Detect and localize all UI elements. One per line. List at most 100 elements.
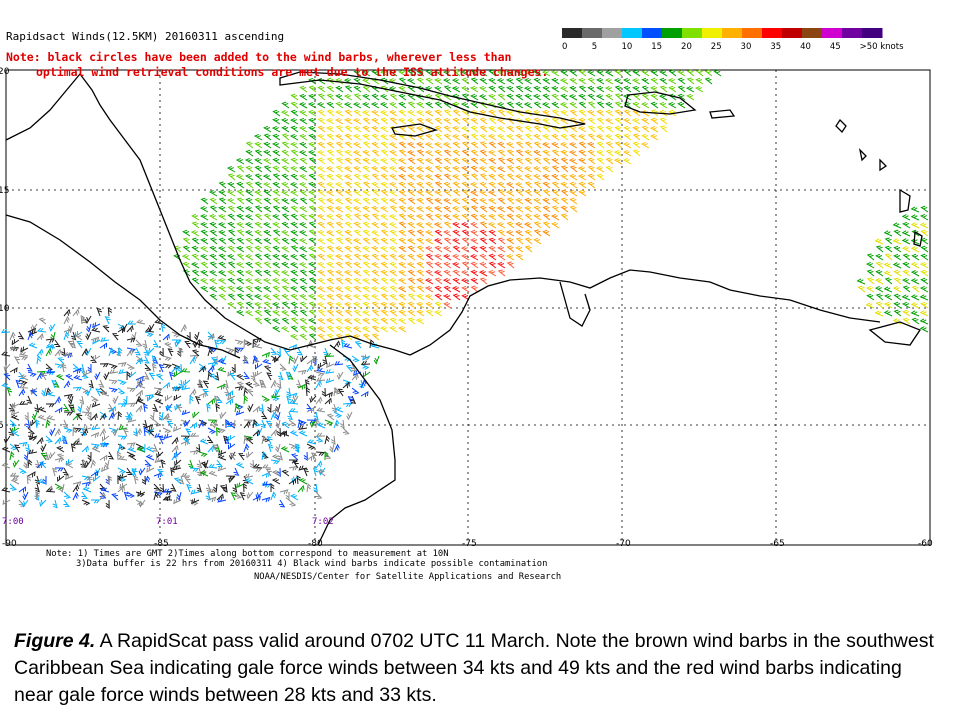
wind-barb xyxy=(236,213,245,221)
wind-barb xyxy=(6,387,13,397)
wind-barb xyxy=(252,495,261,502)
wind-barb xyxy=(362,117,371,125)
wind-barb xyxy=(238,453,245,461)
wind-barb xyxy=(48,451,56,460)
wind-barb xyxy=(389,133,398,141)
wind-barb xyxy=(443,293,452,301)
wind-barb xyxy=(313,483,318,493)
wind-barb xyxy=(254,189,263,197)
wind-barb xyxy=(208,488,218,493)
wind-barb xyxy=(515,221,524,229)
wind-barb xyxy=(389,205,398,213)
wind-barb xyxy=(117,403,127,408)
wind-barb xyxy=(236,197,245,205)
credit-line: NOAA/NESDIS/Center for Satellite Applica… xyxy=(254,572,561,582)
wind-barb xyxy=(34,459,41,469)
wind-barb xyxy=(389,117,398,125)
wind-barb xyxy=(191,245,200,253)
wind-barb xyxy=(263,141,272,149)
legend-label: 5 xyxy=(592,42,597,52)
wind-barb xyxy=(118,455,128,461)
wind-barb xyxy=(103,371,110,381)
wind-barb xyxy=(26,363,33,372)
wind-barb xyxy=(884,245,893,253)
wind-barb xyxy=(497,149,506,157)
wind-barb xyxy=(281,301,290,309)
wind-barb xyxy=(158,364,165,373)
wind-barb xyxy=(281,261,290,269)
wind-barb xyxy=(569,149,578,157)
wind-barb xyxy=(362,165,371,173)
wind-barb xyxy=(560,149,569,157)
wind-barb xyxy=(59,483,65,493)
wind-barb xyxy=(362,181,371,189)
wind-barb xyxy=(184,477,191,485)
wind-barb xyxy=(317,189,326,197)
wind-barb xyxy=(218,245,227,253)
wind-barb xyxy=(353,109,362,117)
wind-barb xyxy=(496,221,506,229)
wind-barb xyxy=(189,356,197,365)
wind-barb xyxy=(424,110,434,117)
wind-barb xyxy=(533,229,542,237)
wind-barb xyxy=(353,157,362,165)
wind-barb xyxy=(126,411,133,421)
wind-barb xyxy=(479,237,488,245)
wind-barb xyxy=(488,173,497,181)
wind-barb xyxy=(35,491,40,501)
wind-barb xyxy=(329,443,335,453)
wind-barb xyxy=(347,396,354,405)
wind-barb xyxy=(191,221,200,229)
wind-barb xyxy=(874,238,884,245)
wind-barb xyxy=(335,189,344,197)
wind-barb xyxy=(63,403,70,412)
wind-barb xyxy=(883,293,893,301)
wind-barb xyxy=(254,197,263,205)
wind-barb xyxy=(307,374,317,381)
wind-barb xyxy=(151,355,157,365)
wind-barb xyxy=(87,475,93,485)
wind-barb xyxy=(488,181,497,189)
wind-barb xyxy=(173,477,182,485)
wind-barb xyxy=(542,205,551,213)
wind-barb xyxy=(298,149,308,157)
wind-barb xyxy=(488,261,497,269)
wind-barb xyxy=(299,333,308,341)
wind-barb xyxy=(281,141,290,149)
wind-barb xyxy=(263,237,272,245)
wind-barb xyxy=(488,77,497,85)
wind-barb xyxy=(407,213,416,221)
wind-barb xyxy=(560,197,569,205)
wind-barb xyxy=(406,117,416,125)
wind-barb xyxy=(298,425,308,430)
wind-barb xyxy=(371,149,380,157)
wind-barb xyxy=(343,173,353,181)
wind-barb xyxy=(263,205,272,213)
wind-barb xyxy=(298,102,308,109)
wind-barb xyxy=(12,459,20,468)
wind-barb xyxy=(398,173,407,181)
wind-barb xyxy=(245,189,254,197)
wind-barb xyxy=(434,125,443,133)
wind-barb xyxy=(308,213,317,221)
wind-barb xyxy=(281,277,290,285)
wind-barb xyxy=(542,229,551,237)
wind-barb xyxy=(893,229,902,237)
wind-barb xyxy=(443,285,452,293)
wind-barb xyxy=(434,157,443,165)
wind-barb xyxy=(297,383,306,390)
wind-barb xyxy=(100,486,110,493)
wind-barb xyxy=(207,435,214,444)
wind-barb xyxy=(560,173,569,181)
wind-barb xyxy=(117,443,124,453)
wind-barb xyxy=(117,410,123,421)
wind-barb xyxy=(299,317,308,325)
wind-barb xyxy=(101,466,110,473)
wind-barb xyxy=(542,77,551,85)
wind-barb xyxy=(281,149,290,157)
wind-barb xyxy=(668,109,677,117)
wind-barb xyxy=(9,419,17,427)
wind-barb xyxy=(108,347,115,357)
wind-barb xyxy=(245,301,254,309)
wind-barb xyxy=(605,149,614,157)
